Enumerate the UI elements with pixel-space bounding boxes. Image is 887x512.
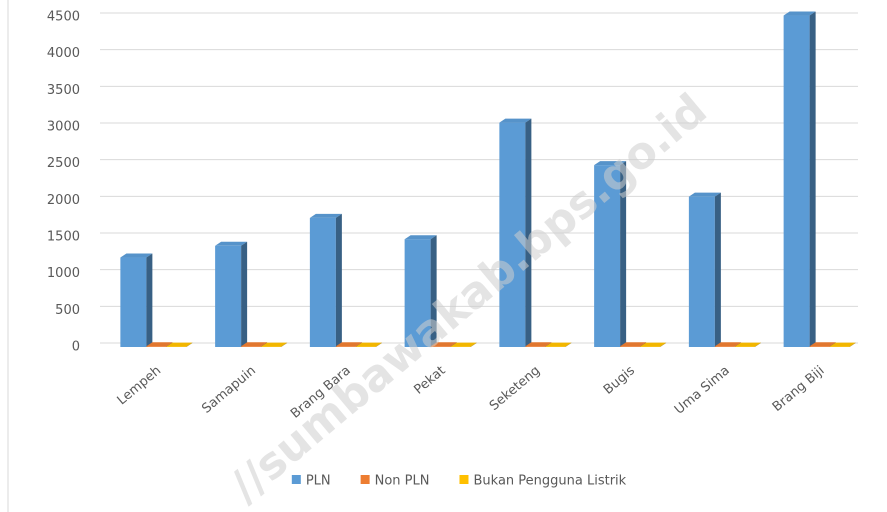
y-tick-label: 4000 (47, 46, 80, 61)
x-tick-label: Uma Sima (672, 363, 733, 417)
bar-top (261, 342, 288, 347)
bar-side (754, 342, 761, 347)
legend: PLN Non PLN Bukan Pengguna Listrik (291, 474, 627, 489)
bar-side (620, 161, 627, 347)
bar-top (166, 342, 193, 347)
y-tick-label: 1500 (47, 230, 80, 245)
bar-top (499, 118, 532, 123)
bar-top (809, 342, 836, 347)
bar (450, 342, 477, 347)
bar-top (450, 342, 477, 347)
bar-front (430, 346, 451, 347)
plot: 0 500 1000 1500 2000 2500 3000 3500 4000 4500 Lemp… (47, 10, 858, 422)
bar (166, 342, 193, 347)
bar-front (499, 122, 526, 347)
bar (120, 253, 153, 347)
bar (829, 342, 856, 347)
x-tick-label: Seketeng (487, 363, 543, 414)
bar-top (241, 342, 268, 347)
bar-side (470, 342, 477, 347)
bar-side (430, 235, 437, 347)
bar-front (146, 346, 167, 347)
bar-side (809, 11, 816, 348)
y-tick-label: 1000 (47, 266, 80, 281)
bar (499, 118, 532, 347)
y-tick-label: 0 (72, 340, 80, 355)
bar-side (186, 342, 193, 347)
bar-top (355, 342, 382, 347)
bar-front (309, 217, 336, 347)
bar (309, 213, 342, 347)
bar-top (215, 241, 248, 246)
bar-top (594, 161, 627, 166)
x-tick-label: Brang Biji (770, 363, 828, 415)
bar-top (829, 342, 856, 347)
watermark: //sumbawakab.bps.go.id (220, 84, 716, 512)
bar (688, 192, 721, 347)
bar-top (309, 213, 342, 218)
bar-front (335, 346, 356, 347)
bar-front (809, 346, 830, 347)
bar-front (241, 346, 262, 347)
y-tick-label: 3500 (47, 83, 80, 98)
bar (404, 235, 437, 347)
bar-front (714, 346, 735, 347)
bar (594, 161, 627, 347)
bar-side (375, 342, 382, 347)
bar-front (120, 257, 147, 347)
bar-front (404, 239, 431, 347)
bar-top (620, 342, 647, 347)
legend-label: PLN (306, 474, 331, 489)
legend-swatch (459, 475, 469, 484)
bar-front (783, 15, 810, 348)
bar-top (525, 342, 552, 347)
legend-label: Bukan Pengguna Listrik (473, 474, 626, 489)
legend-swatch (291, 475, 301, 484)
x-tick-label: Samapuin (199, 363, 259, 416)
bar (783, 11, 816, 348)
bar-front (525, 346, 546, 347)
bar (355, 342, 382, 347)
bar-top (714, 342, 741, 347)
legend-swatch (360, 475, 370, 484)
bar-front (688, 196, 715, 347)
y-tick-label: 2000 (47, 193, 80, 208)
bar-top (640, 342, 667, 347)
bar-side (849, 342, 856, 347)
bar-top (783, 11, 816, 16)
bar-side (241, 241, 248, 347)
bar-top (430, 342, 457, 347)
y-tick-label: 4500 (47, 10, 80, 25)
bar-top (734, 342, 761, 347)
y-tick-label: 3000 (47, 120, 80, 135)
bar-side (660, 342, 667, 347)
bar-top (335, 342, 362, 347)
bar (545, 342, 572, 347)
bar (215, 241, 248, 347)
bar (640, 342, 667, 347)
bar-side (146, 253, 153, 347)
bar-front (594, 165, 621, 347)
bar-front (620, 346, 641, 347)
bar-side (714, 192, 721, 347)
x-tick-label: Bugis (601, 363, 638, 398)
bar-top (146, 342, 173, 347)
x-tick-label: Lempeh (115, 363, 165, 408)
bar-front (215, 245, 242, 347)
bar-top (404, 235, 437, 240)
bar-side (565, 342, 572, 347)
legend-label: Non PLN (375, 474, 430, 489)
bar-side (281, 342, 288, 347)
bar-top (545, 342, 572, 347)
bar-top (688, 192, 721, 197)
y-tick-label: 500 (55, 303, 80, 318)
bar-side (335, 213, 342, 347)
y-tick-label: 2500 (47, 156, 80, 171)
bar (261, 342, 288, 347)
bar (734, 342, 761, 347)
bar-top (120, 253, 153, 258)
bar-side (525, 118, 532, 347)
